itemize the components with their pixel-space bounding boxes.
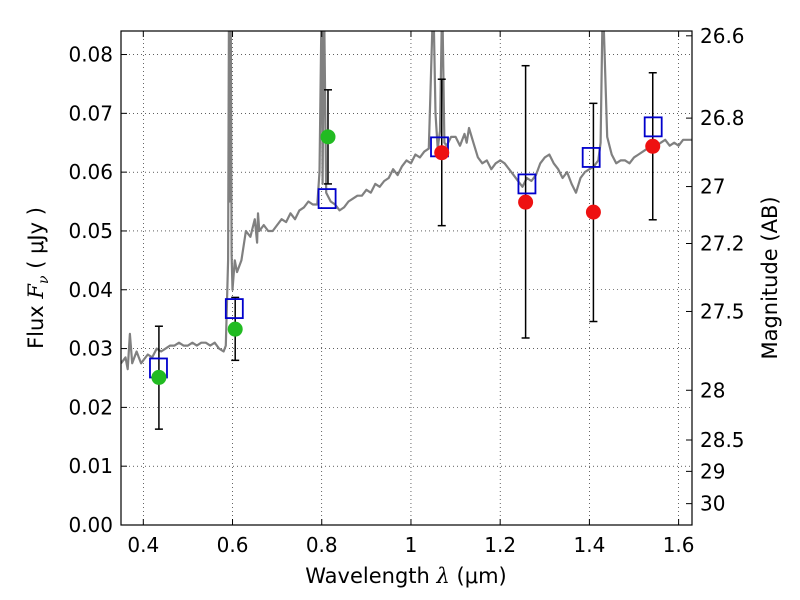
plot-frame <box>120 30 693 526</box>
y-tick-label: 0.04 <box>68 278 113 302</box>
observed-point <box>585 204 601 220</box>
y-tick-label: 0.08 <box>68 43 113 67</box>
observed-point <box>645 138 661 154</box>
y-tick-label: 0.07 <box>68 101 113 125</box>
y-tick-label: 0.03 <box>68 337 113 361</box>
right-axis-label: Magnitude (AB) <box>758 196 782 359</box>
x-tick-label: 0.6 <box>217 533 249 557</box>
right-tick-label: 30 <box>700 492 725 516</box>
right-tick-label: 27.2 <box>700 232 745 256</box>
right-tick-label: 27 <box>700 175 725 199</box>
observed-point <box>434 145 450 161</box>
x-tick-label: 1.2 <box>484 533 516 557</box>
x-tick-label: 1.4 <box>573 533 605 557</box>
spectrum-line <box>121 31 692 371</box>
model-point-square <box>643 116 663 138</box>
model-point-square <box>581 147 601 168</box>
axis-ticks: 0.4 0.6 0.8 1 1.2 1.4 1.6 0.00 0.01 0.02 0.03 0.04 0… <box>68 24 744 557</box>
x-tick-label: 1.6 <box>663 533 695 557</box>
y-tick-label: 0.02 <box>68 395 113 419</box>
y-tick-label: 0.05 <box>68 219 113 243</box>
model-point-square <box>517 173 537 195</box>
plot-area <box>121 31 692 430</box>
y-tick-label: 0.06 <box>68 160 113 184</box>
right-tick-label: 27.5 <box>700 299 745 323</box>
observed-point <box>518 194 534 210</box>
model-point-square <box>224 298 244 319</box>
right-tick-label: 28.5 <box>700 428 745 452</box>
observed-point <box>320 129 336 145</box>
y-tick-label: 0.01 <box>68 454 113 478</box>
x-tick-label: 1 <box>405 533 418 557</box>
x-tick-label: 0.8 <box>306 533 338 557</box>
right-tick-label: 26.6 <box>700 24 745 48</box>
observed-point <box>151 369 167 385</box>
model-point-square <box>317 188 337 210</box>
x-tick-label: 0.4 <box>127 533 159 557</box>
x-axis-label: Wavelength λ (μm) <box>305 564 506 588</box>
observed-point <box>227 321 243 337</box>
right-tick-label: 29 <box>700 459 725 483</box>
right-tick-label: 26.8 <box>700 106 745 130</box>
y-tick-label: 0.00 <box>68 513 113 537</box>
y-axis-label: Flux Fν ( μJy ) <box>24 207 52 349</box>
right-tick-label: 28 <box>700 378 725 402</box>
